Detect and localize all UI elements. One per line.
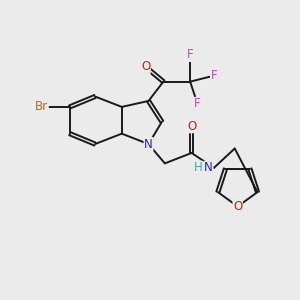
- Text: F: F: [211, 69, 217, 82]
- Text: O: O: [187, 120, 196, 133]
- Text: O: O: [233, 200, 242, 213]
- Text: Br: Br: [35, 100, 48, 113]
- Text: F: F: [194, 98, 201, 110]
- Text: N: N: [144, 138, 153, 151]
- Text: F: F: [187, 48, 194, 62]
- Text: O: O: [141, 60, 150, 73]
- Text: H: H: [194, 161, 203, 174]
- Text: N: N: [204, 161, 213, 174]
